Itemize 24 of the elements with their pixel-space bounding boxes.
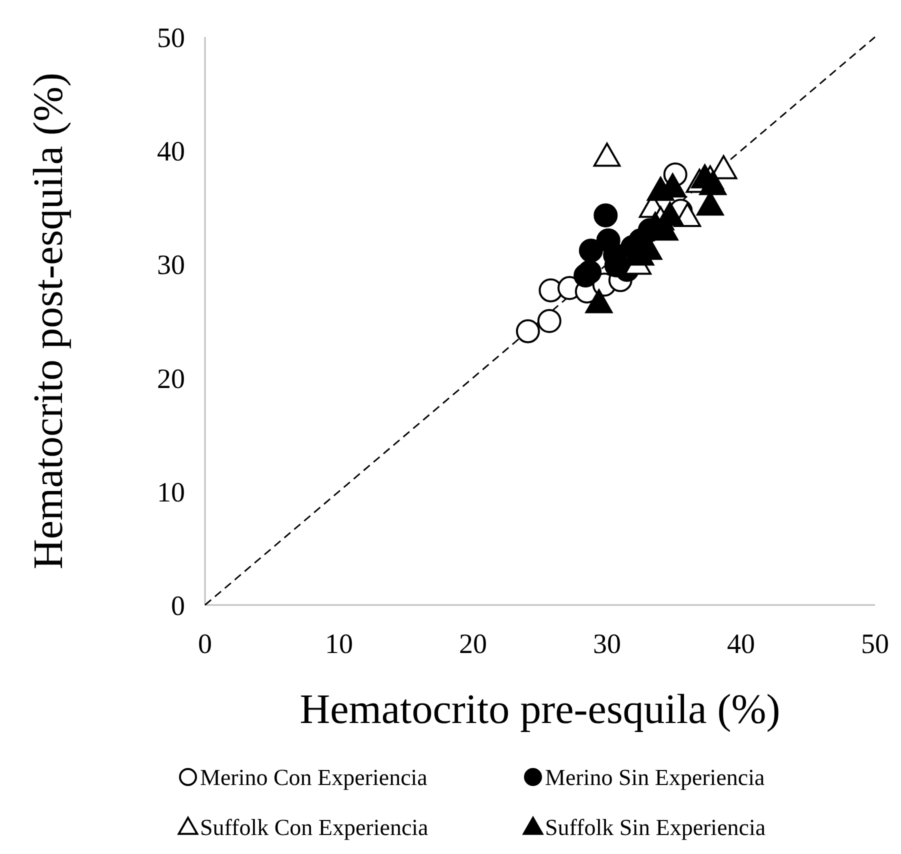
- x-tick-label: 0: [198, 629, 212, 660]
- y-tick-label: 0: [171, 591, 185, 622]
- legend-label: Suffolk Con Experiencia: [200, 815, 428, 840]
- legend-label: Merino Con Experiencia: [200, 765, 428, 790]
- y-tick-label: 10: [157, 477, 185, 508]
- point: [516, 319, 540, 344]
- x-tick-label: 50: [861, 629, 889, 660]
- y-axis-title: Hematocrito post-esquila (%): [26, 72, 72, 570]
- y-tick-label: 50: [157, 23, 185, 54]
- y-tick-label: 40: [157, 136, 185, 168]
- y-tick-label: 20: [157, 364, 185, 395]
- point: [578, 238, 603, 263]
- x-tick-label: 10: [325, 629, 353, 660]
- x-axis-title: Hematocrito pre-esquila (%): [300, 687, 780, 733]
- x-tick-label: 30: [593, 629, 621, 660]
- point: [646, 176, 674, 201]
- point: [594, 203, 618, 228]
- point: [593, 142, 621, 167]
- x-tick-label: 40: [727, 629, 755, 660]
- y-tick-label: 30: [157, 250, 185, 282]
- legend-label: Merino Sin Experiencia: [545, 765, 765, 790]
- point: [537, 309, 562, 333]
- legend-label: Suffolk Sin Experiencia: [545, 815, 766, 840]
- x-tick-label: 20: [459, 629, 487, 660]
